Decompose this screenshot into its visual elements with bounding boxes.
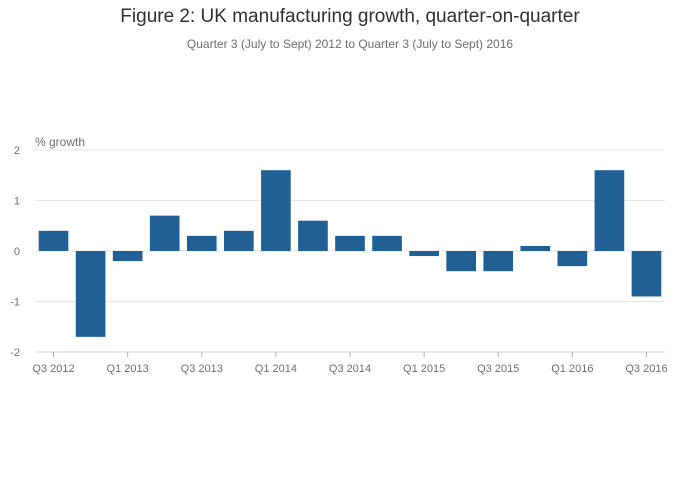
bar <box>409 251 439 257</box>
bar <box>372 235 402 251</box>
bar <box>224 230 254 251</box>
bar <box>631 251 662 297</box>
bar <box>261 170 291 251</box>
bar <box>149 215 180 251</box>
bars <box>38 170 662 337</box>
bar <box>557 251 588 267</box>
bar <box>38 230 69 251</box>
bar <box>75 251 106 337</box>
bar <box>298 220 328 251</box>
bar <box>112 251 143 262</box>
y-axis-label: % growth <box>35 135 85 149</box>
y-tick-label: 2 <box>14 145 20 157</box>
bar <box>594 170 625 251</box>
x-axis: Q3 2012 Q1 2013 Q3 2013 Q1 2014 Q3 2014 Q1 20… <box>32 351 668 375</box>
bar <box>186 235 217 251</box>
x-tick-label: Q3 2014 <box>329 363 371 375</box>
chart-title: Figure 2: UK manufacturing growth, quart… <box>120 6 580 27</box>
x-tick-label: Q1 2016 <box>551 363 593 375</box>
bar <box>520 245 551 251</box>
x-tick-label: Q1 2015 <box>403 363 445 375</box>
x-tick-label: Q3 2013 <box>181 363 223 375</box>
x-tick-label: Q1 2014 <box>255 363 297 375</box>
y-tick-label: -1 <box>10 297 20 309</box>
bar <box>335 235 365 251</box>
y-tick-label: 1 <box>14 196 20 208</box>
x-tick-label: Q3 2016 <box>625 363 667 375</box>
bar <box>446 251 476 272</box>
gridlines <box>35 149 665 302</box>
x-tick-label: Q1 2013 <box>107 363 149 375</box>
y-tick-label: -2 <box>10 347 20 359</box>
y-tick-label: 0 <box>14 246 20 258</box>
x-tick-label: Q3 2012 <box>32 363 74 375</box>
chart-subtitle: Quarter 3 (July to Sept) 2012 to Quarter… <box>186 37 514 51</box>
bar <box>483 251 514 272</box>
x-tick-label: Q3 2015 <box>477 363 519 375</box>
y-axis-ticks: 2 1 0 -1 -2 <box>10 145 20 359</box>
